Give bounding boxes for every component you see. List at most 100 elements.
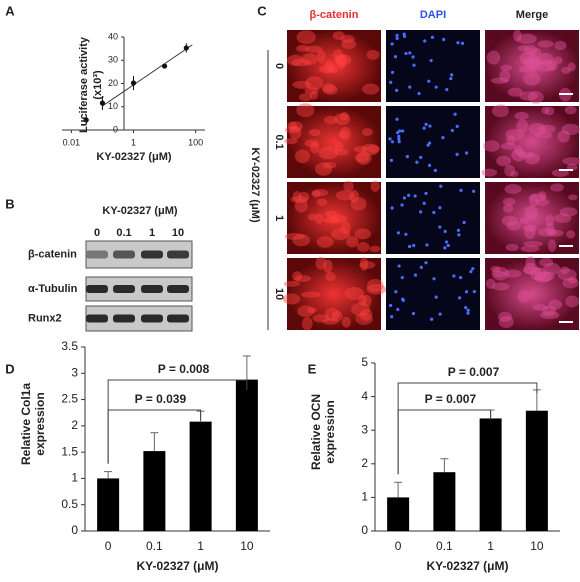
cell: [319, 65, 336, 74]
nucleus: [397, 264, 401, 268]
x-tick-label: 0.01: [63, 137, 81, 147]
nucleus: [407, 244, 412, 249]
cell: [335, 190, 355, 201]
cell: [366, 278, 384, 293]
point: [161, 63, 168, 69]
cell: [305, 76, 324, 90]
nucleus: [404, 232, 408, 236]
cell: [370, 180, 380, 192]
blot-band: [86, 285, 108, 293]
cell: [481, 168, 498, 177]
cell: [350, 197, 367, 211]
cell: [546, 59, 558, 72]
micrograph: [287, 258, 381, 330]
cell: [314, 162, 333, 176]
cell: [287, 121, 297, 131]
nucleus: [438, 312, 442, 316]
nucleus: [472, 189, 476, 193]
bar: [235, 379, 258, 531]
nucleus: [441, 136, 445, 140]
nucleus: [462, 220, 466, 225]
x-tick-label: 10: [530, 539, 544, 553]
blot-band: [113, 285, 135, 293]
nucleus: [439, 184, 443, 188]
cell: [304, 86, 319, 95]
bar: [433, 472, 456, 531]
nucleus: [394, 290, 398, 294]
nucleus: [455, 124, 459, 128]
cell: [522, 56, 542, 69]
cell: [304, 139, 320, 148]
cell: [334, 141, 344, 151]
cell: [544, 106, 555, 116]
cell: [528, 122, 547, 135]
bar: [143, 451, 166, 531]
nucleus: [432, 277, 436, 281]
nucleus: [450, 73, 454, 77]
cell: [561, 66, 571, 75]
nucleus: [419, 265, 423, 270]
y-tick-label: 2: [361, 456, 368, 470]
lane-label: 0.1: [116, 227, 131, 239]
cell: [523, 262, 538, 275]
nucleus: [422, 126, 426, 130]
cell: [491, 282, 510, 291]
micrograph: [485, 30, 579, 102]
treatment-label: KY-02327 (μM): [249, 147, 261, 223]
nucleus: [401, 298, 405, 302]
x-tick-label: 10: [240, 539, 254, 553]
cell: [483, 140, 500, 152]
cell: [567, 62, 576, 72]
cell: [294, 149, 311, 164]
nucleus: [390, 206, 394, 210]
cell: [550, 183, 564, 192]
cell: [505, 128, 525, 141]
cell: [301, 53, 318, 66]
x-tick-label: 1: [131, 137, 136, 147]
cell: [516, 119, 529, 133]
cell: [284, 232, 305, 240]
cell: [332, 31, 345, 40]
cell: [305, 45, 323, 53]
p-value: P = 0.007: [448, 365, 500, 379]
y-tick-label: 40: [108, 31, 118, 41]
cell: [334, 113, 351, 126]
cell: [322, 82, 336, 93]
cell: [356, 151, 372, 165]
y-axis-label: Relative OCN: [309, 394, 323, 470]
cell: [294, 275, 311, 282]
cell: [553, 213, 572, 223]
nucleus: [412, 63, 416, 67]
nucleus: [400, 203, 404, 207]
cell: [539, 311, 560, 320]
cell: [501, 215, 518, 226]
nucleus: [438, 206, 442, 210]
y-tick-label: 0: [113, 124, 118, 134]
nucleus: [423, 39, 427, 43]
point: [83, 117, 89, 123]
blot-band: [167, 250, 189, 259]
bar: [189, 421, 212, 531]
nucleus: [398, 129, 402, 133]
blot-row-label: Runx2: [28, 312, 62, 324]
nucleus: [430, 35, 435, 39]
nucleus: [404, 51, 408, 56]
cell: [518, 65, 538, 73]
cell: [547, 239, 557, 252]
micrograph: [287, 30, 381, 102]
y-tick-label: 0.5: [61, 497, 78, 511]
cell: [325, 210, 338, 218]
nucleus: [445, 88, 449, 92]
nucleus: [434, 85, 438, 89]
nucleus: [457, 233, 461, 237]
y-tick-label: 30: [108, 55, 118, 65]
nucleus: [425, 243, 429, 247]
cell: [530, 267, 547, 281]
nucleus: [389, 158, 394, 162]
cell: [538, 124, 556, 134]
cell: [296, 30, 316, 45]
cell: [562, 157, 580, 166]
panel-letter: A: [5, 3, 15, 18]
nucleus: [397, 137, 401, 141]
cell: [288, 121, 303, 132]
